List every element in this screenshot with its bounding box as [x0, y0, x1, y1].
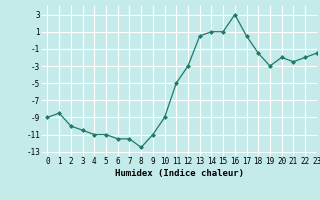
- X-axis label: Humidex (Indice chaleur): Humidex (Indice chaleur): [115, 169, 244, 178]
